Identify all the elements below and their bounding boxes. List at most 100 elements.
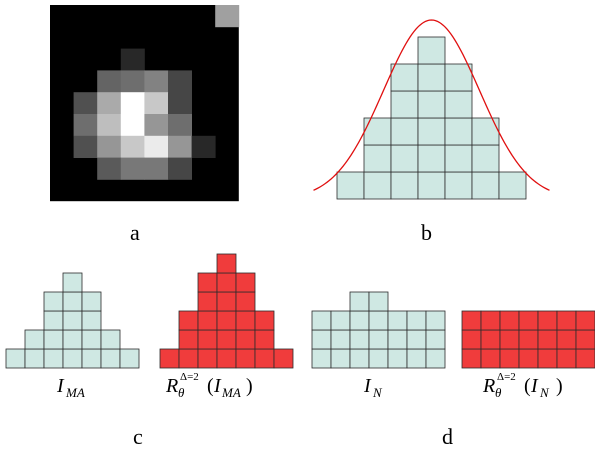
image-pixel xyxy=(144,157,169,180)
panel-c-right-cell xyxy=(197,348,218,369)
panel-d-left-cell xyxy=(425,329,446,350)
panel-c-right-cell xyxy=(216,348,237,369)
caption-c-right: R Δ=2 θ ( I MA ) xyxy=(165,371,253,400)
panel-b-cell xyxy=(444,63,473,92)
panel-b-cell xyxy=(390,63,419,92)
image-pixel xyxy=(120,114,145,137)
image-pixel xyxy=(168,135,192,158)
panel-d-left-histogram xyxy=(311,291,446,369)
caption-d-right-close-paren: ) xyxy=(556,375,563,397)
panel-b-cell xyxy=(471,144,500,173)
panel-b-cell xyxy=(444,117,473,146)
panel-d-right-cell xyxy=(575,348,595,369)
panel-c-right-cell xyxy=(178,310,199,331)
panel-d-left-cell xyxy=(311,348,332,369)
panel-c-left-cell xyxy=(119,348,140,369)
panel-d-right-cell xyxy=(480,310,501,331)
panel-d-left-cell xyxy=(425,310,446,331)
image-pixel xyxy=(73,135,98,158)
caption-d-right-sub: θ xyxy=(495,385,502,400)
image-pixel xyxy=(168,157,192,180)
panel-c-left-cell xyxy=(5,348,26,369)
panel-c-left-cell xyxy=(81,348,102,369)
caption-d-right: R Δ=2 θ ( I N ) xyxy=(482,371,563,400)
panel-d-right-histogram xyxy=(461,310,595,369)
panel-c-right-cell xyxy=(254,310,275,331)
caption-c-right-sup: Δ=2 xyxy=(180,371,199,383)
panel-d-left-cell xyxy=(368,291,389,312)
image-pixel xyxy=(120,48,145,71)
caption-d-right-open-paren: ( xyxy=(524,375,531,397)
caption-c-left-sub: MA xyxy=(65,385,85,400)
image-pixel xyxy=(191,135,216,158)
panel-c-right-cell xyxy=(235,348,256,369)
image-pixel xyxy=(97,135,122,158)
image-pixel xyxy=(144,135,169,158)
panel-d-right-cell xyxy=(575,310,595,331)
panel-c-left-cell xyxy=(81,329,102,350)
panel-label-d: d xyxy=(442,424,453,449)
panel-c-left-cell xyxy=(100,348,121,369)
panel-c-left-cell xyxy=(43,291,64,312)
panel-b-cell xyxy=(444,171,473,200)
image-pixel xyxy=(144,114,169,137)
panel-d-left-cell xyxy=(311,329,332,350)
panel-c-left-cell xyxy=(62,348,83,369)
panel-c-right-cell xyxy=(178,329,199,350)
image-pixel xyxy=(120,92,145,115)
image-pixel xyxy=(120,135,145,158)
panel-d-right-cell xyxy=(461,348,482,369)
panel-b-cell xyxy=(417,36,446,65)
image-pixel xyxy=(168,70,192,93)
panel-b-cell xyxy=(417,171,446,200)
panel-b-gaussian-curve xyxy=(313,19,550,191)
image-pixel xyxy=(97,92,122,115)
panel-d-left-cell xyxy=(406,348,427,369)
panel-c-left-cell xyxy=(62,272,83,293)
panel-d-left-cell xyxy=(425,348,446,369)
image-pixel xyxy=(120,70,145,93)
panel-d-right-cell xyxy=(480,329,501,350)
panel-c-right-cell xyxy=(197,329,218,350)
panel-b-cell xyxy=(363,144,392,173)
panel-c-left-cell xyxy=(24,329,45,350)
panel-c-left-cell xyxy=(43,329,64,350)
panel-c-left-histogram xyxy=(5,272,140,369)
panel-c-right-cell xyxy=(254,348,275,369)
panel-d-left-cell xyxy=(349,329,370,350)
panel-b-cell xyxy=(390,171,419,200)
image-pixel xyxy=(215,5,240,28)
panel-d-left-cell xyxy=(349,310,370,331)
caption-c-right-open-paren: ( xyxy=(207,375,214,397)
caption-d-left-sub: N xyxy=(372,385,383,400)
caption-c-left-base: I xyxy=(56,375,65,397)
panel-d-left-cell xyxy=(368,329,389,350)
panel-d-left-cell xyxy=(387,310,408,331)
panel-d-right-cell xyxy=(537,310,558,331)
panel-d-right-cell xyxy=(499,310,520,331)
caption-d-right-sup: Δ=2 xyxy=(497,371,516,383)
panel-b-cell xyxy=(417,90,446,119)
caption-d-right-base: R xyxy=(482,375,495,397)
caption-c-right-sub: θ xyxy=(178,385,185,400)
panel-d-left-cell xyxy=(330,348,351,369)
panel-d-right-cell xyxy=(461,310,482,331)
panel-c-left-cell xyxy=(81,291,102,312)
panel-c-right-cell xyxy=(273,348,294,369)
panel-d-right-cell xyxy=(480,348,501,369)
image-pixel xyxy=(73,92,98,115)
image-pixel xyxy=(120,157,145,180)
panel-b-cell xyxy=(363,117,392,146)
image-pixel xyxy=(168,92,192,115)
panel-c-right-cell xyxy=(216,291,237,312)
panel-c-right-cell xyxy=(197,310,218,331)
panel-d-right-cell xyxy=(575,329,595,350)
panel-c-right-cell xyxy=(178,348,199,369)
panel-d-left-cell xyxy=(387,348,408,369)
panel-d-right-cell xyxy=(556,348,577,369)
panel-c-left-cell xyxy=(100,329,121,350)
panel-b-cell xyxy=(417,63,446,92)
panel-c-right-cell xyxy=(235,272,256,293)
caption-c-right-arg-sub: MA xyxy=(221,385,241,400)
